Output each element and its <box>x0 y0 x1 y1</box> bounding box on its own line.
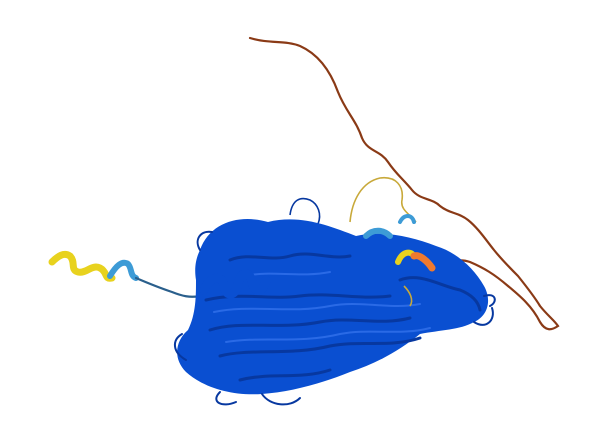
upper-loop-2 <box>289 197 321 225</box>
c-terminal-coil <box>248 36 560 331</box>
n-terminal-helix <box>48 250 202 298</box>
confident-segment <box>363 227 393 239</box>
main-globular-domain <box>174 214 496 406</box>
very-low-confidence-segment <box>410 252 436 272</box>
upper-loop <box>349 176 417 223</box>
